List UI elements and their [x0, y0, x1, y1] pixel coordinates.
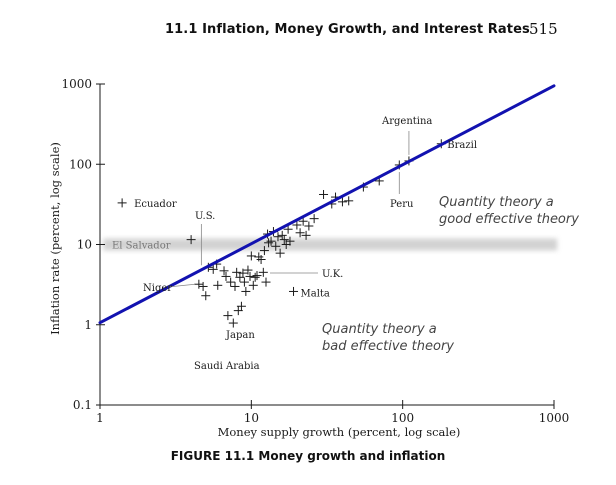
page-number: 515 [529, 20, 558, 38]
data-point [243, 265, 253, 275]
data-point [248, 280, 258, 290]
data-point [319, 189, 329, 199]
data-point [219, 266, 229, 276]
figure-caption: FIGURE 11.1 Money growth and inflation [170, 449, 446, 463]
data-point [117, 198, 127, 208]
data-point [254, 252, 264, 262]
data-point [241, 286, 251, 296]
data-point [295, 228, 305, 238]
x-tick-label: 1 [96, 411, 104, 425]
country-label: Japan [225, 330, 255, 341]
data-point [239, 277, 249, 287]
annotation-bad-line2: bad effective theory [322, 339, 454, 354]
data-point [261, 277, 271, 287]
x-axis-label: Money supply growth (percent, log scale) [218, 425, 461, 439]
data-point [250, 272, 260, 282]
data-point [266, 236, 276, 246]
y-tick-label: 100 [69, 157, 92, 171]
annotation-good-line1: Quantity theory a [439, 195, 554, 210]
data-point [208, 264, 218, 274]
country-label: Argentina [381, 116, 432, 127]
y-tick-label: 1000 [61, 77, 92, 91]
country-label: U.S. [195, 211, 215, 222]
annotation-bad: Quantity theory a bad effective theory [322, 322, 454, 354]
country-label: Ecuador [134, 199, 177, 210]
data-point [232, 267, 242, 277]
data-point [198, 281, 208, 291]
data-point [256, 255, 266, 265]
data-point [252, 271, 262, 281]
leader-line [167, 283, 195, 288]
x-tick-label: 1000 [539, 411, 570, 425]
data-point [194, 279, 204, 289]
data-point [259, 246, 269, 256]
data-point [271, 241, 281, 251]
annotation-bad-line1: Quantity theory a [322, 322, 437, 337]
data-point [245, 271, 255, 281]
data-point [226, 277, 236, 287]
data-point [228, 318, 238, 328]
x-tick-label: 10 [244, 411, 259, 425]
data-point [186, 235, 196, 245]
data-point [221, 271, 231, 281]
labels-layer: Argentina Brazil Peru Ecuador U.S. Niger U.K. M… [134, 116, 579, 372]
y-axis-label: Inflation rate (percent, log scale) [48, 142, 62, 335]
data-point [246, 251, 256, 261]
country-label: Malta [301, 288, 330, 299]
data-point [337, 197, 347, 207]
data-point [301, 230, 311, 240]
data-point [277, 230, 287, 240]
y-tick-label: 1 [84, 318, 92, 332]
el-salvador-band [103, 238, 558, 251]
data-point [292, 220, 302, 230]
data-point [213, 280, 223, 290]
annotation-good: Quantity theory a good effective theory [439, 195, 579, 227]
section-header: 11.1 Inflation, Money Growth, and Intere… [165, 22, 530, 37]
data-point [223, 311, 233, 321]
data-point [201, 291, 211, 301]
data-point [273, 232, 283, 242]
fit-line [98, 84, 556, 325]
x-tick-label: 100 [391, 411, 414, 425]
country-label: Brazil [447, 140, 477, 151]
country-label: U.K. [322, 269, 343, 280]
axes-layer: 1 10 100 1000 0.1 1 10 100 1000 Money supply grow… [48, 77, 569, 439]
y-tick-label: 10 [77, 238, 92, 252]
country-label: Peru [390, 199, 414, 210]
data-point [230, 281, 240, 291]
data-point [238, 268, 248, 278]
el-salvador-band-label: El Salvador [112, 241, 171, 252]
country-label: Saudi Arabia [194, 361, 260, 372]
fit-line-layer [98, 84, 556, 325]
data-point [275, 248, 285, 258]
y-tick-label: 0.1 [73, 398, 92, 412]
data-point [279, 235, 289, 245]
data-point [236, 301, 246, 311]
data-point [344, 196, 354, 206]
country-label: Niger [143, 283, 172, 294]
data-point [289, 286, 299, 296]
data-point [264, 238, 274, 248]
band-layer: El Salvador [103, 238, 558, 252]
annotation-good-line2: good effective theory [439, 212, 579, 227]
data-point [304, 221, 314, 231]
data-point [258, 267, 268, 277]
data-point [285, 236, 295, 246]
data-point [309, 214, 319, 224]
